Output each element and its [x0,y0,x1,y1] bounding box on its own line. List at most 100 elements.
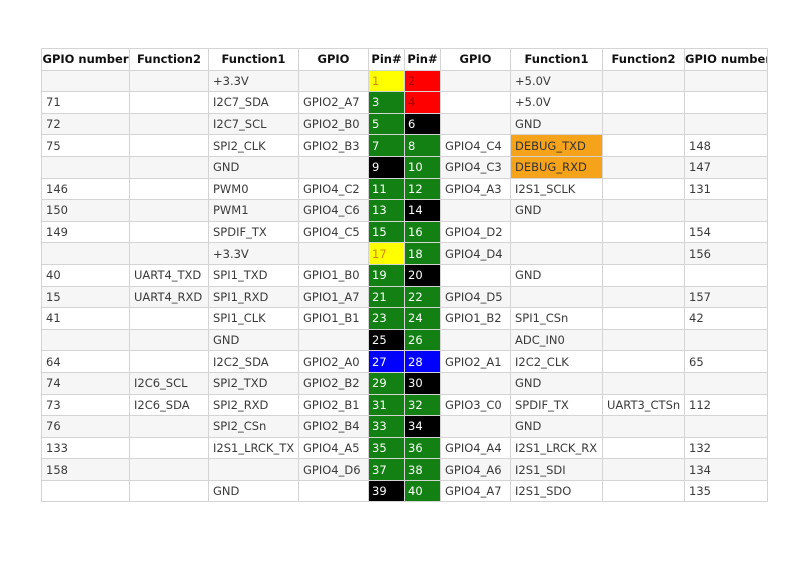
table-row: 149 SPDIF_TX GPIO4_C5 15 16 GPIO4_D2 154 [41,220,768,244]
left-gpio-number-cell: 71 [41,91,130,114]
left-gpio-number-cell: 41 [41,307,130,330]
header-function2-left: Function2 [129,48,209,71]
right-function2-cell: UART3_CTSn [602,393,685,417]
left-function2-cell [129,328,209,352]
right-gpio-number-cell: 134 [684,458,768,481]
right-gpio-number-cell: 42 [684,307,768,330]
right-pin-cell: 40 [404,479,441,503]
table-row: 15 UART4_RXD SPI1_RXD GPIO1_A7 21 22 GPIO4_D5 1… [41,285,768,309]
left-function1-cell: I2C7_SDA [208,91,299,114]
left-pin-cell: 11 [368,177,405,201]
right-pin-cell: 38 [404,458,441,481]
left-function1-cell: SPI1_TXD [208,263,299,287]
left-gpio-cell: GPIO1_A7 [298,285,369,309]
left-gpio-cell: GPIO2_B0 [298,112,369,136]
right-function2-cell [602,155,685,179]
right-function1-cell [510,285,603,309]
right-gpio-cell: GPIO4_D4 [440,242,511,265]
table-row: 72 I2C7_SCL GPIO2_B0 5 6 GND [41,112,768,136]
left-function1-cell: I2S1_LRCK_TX [208,436,299,460]
right-function1-cell: GND [510,371,603,395]
left-pin-cell: 15 [368,220,405,244]
right-function2-cell [602,263,685,287]
left-gpio-cell: GPIO4_C6 [298,199,369,222]
table-row: +3.3V 1 2 +5.0V [41,69,768,93]
right-function2-cell [602,112,685,136]
right-pin-cell: 36 [404,436,441,460]
left-gpio-number-cell: 150 [41,199,130,222]
right-gpio-number-cell [684,112,768,136]
right-gpio-cell: GPIO4_C4 [440,134,511,157]
header-pin-right: Pin# [404,48,441,71]
right-pin-cell: 12 [404,177,441,201]
left-function1-cell: GND [208,328,299,352]
left-pin-cell: 17 [368,242,405,265]
right-gpio-cell [440,371,511,395]
right-function2-cell [602,307,685,330]
left-gpio-number-cell [41,242,130,265]
table-row: 41 SPI1_CLK GPIO1_B1 23 24 GPIO1_B2 SPI1_CSn 42 [41,307,768,330]
right-gpio-number-cell: 148 [684,134,768,157]
right-pin-cell: 14 [404,199,441,222]
left-gpio-cell [298,69,369,93]
right-pin-cell: 2 [404,69,441,93]
left-function2-cell: I2C6_SDA [129,393,209,417]
right-function2-cell [602,285,685,309]
right-gpio-number-cell: 132 [684,436,768,460]
right-pin-cell: 34 [404,415,441,438]
right-pin-cell: 20 [404,263,441,287]
right-function1-cell [510,242,603,265]
left-gpio-cell: GPIO2_A0 [298,350,369,373]
right-function1-cell: SPI1_CSn [510,307,603,330]
right-gpio-cell [440,199,511,222]
right-function2-cell [602,415,685,438]
left-gpio-number-cell: 15 [41,285,130,309]
left-gpio-number-cell: 146 [41,177,130,201]
left-function2-cell [129,479,209,503]
right-pin-cell: 4 [404,91,441,114]
left-gpio-cell: GPIO1_B1 [298,307,369,330]
left-pin-cell: 37 [368,458,405,481]
left-function1-cell: SPI2_TXD [208,371,299,395]
table-row: 158 GPIO4_D6 37 38 GPIO4_A6 I2S1_SDI 134 [41,458,768,481]
right-function1-cell: GND [510,112,603,136]
right-pin-cell: 24 [404,307,441,330]
left-gpio-cell [298,155,369,179]
right-gpio-number-cell: 156 [684,242,768,265]
right-gpio-cell [440,328,511,352]
right-pin-cell: 28 [404,350,441,373]
right-gpio-number-cell [684,263,768,287]
left-pin-cell: 3 [368,91,405,114]
left-pin-cell: 7 [368,134,405,157]
left-pin-cell: 27 [368,350,405,373]
right-gpio-number-cell: 65 [684,350,768,373]
table-row: 73 I2C6_SDA SPI2_RXD GPIO2_B1 31 32 GPIO3_C0 SP… [41,393,768,417]
left-function2-cell [129,242,209,265]
left-function1-cell: PWM1 [208,199,299,222]
left-gpio-cell: GPIO2_B4 [298,415,369,438]
left-function2-cell [129,415,209,438]
left-function1-cell: SPDIF_TX [208,220,299,244]
left-function2-cell [129,458,209,481]
left-pin-cell: 1 [368,69,405,93]
left-function1-cell: GND [208,155,299,179]
right-gpio-cell: GPIO4_D2 [440,220,511,244]
table-body: +3.3V 1 2 +5.0V 71 I2C7_SDA GPIO2_A7 3 4 +5.0V 72 I… [41,69,768,503]
right-gpio-cell [440,263,511,287]
left-gpio-number-cell: 74 [41,371,130,395]
left-function1-cell [208,458,299,481]
left-function2-cell [129,436,209,460]
right-function2-cell [602,371,685,395]
right-function2-cell [602,199,685,222]
pinout-table-container: GPIO number Function2 Function1 GPIO Pin… [41,48,768,503]
left-pin-cell: 31 [368,393,405,417]
table-row: 71 I2C7_SDA GPIO2_A7 3 4 +5.0V [41,91,768,114]
header-gpio-number-left: GPIO number [41,48,130,71]
right-gpio-number-cell [684,371,768,395]
left-gpio-number-cell: 40 [41,263,130,287]
right-gpio-cell: GPIO3_C0 [440,393,511,417]
left-gpio-number-cell: 73 [41,393,130,417]
table-row: GND 25 26 ADC_IN0 [41,328,768,352]
right-function1-cell: ADC_IN0 [510,328,603,352]
right-pin-cell: 18 [404,242,441,265]
